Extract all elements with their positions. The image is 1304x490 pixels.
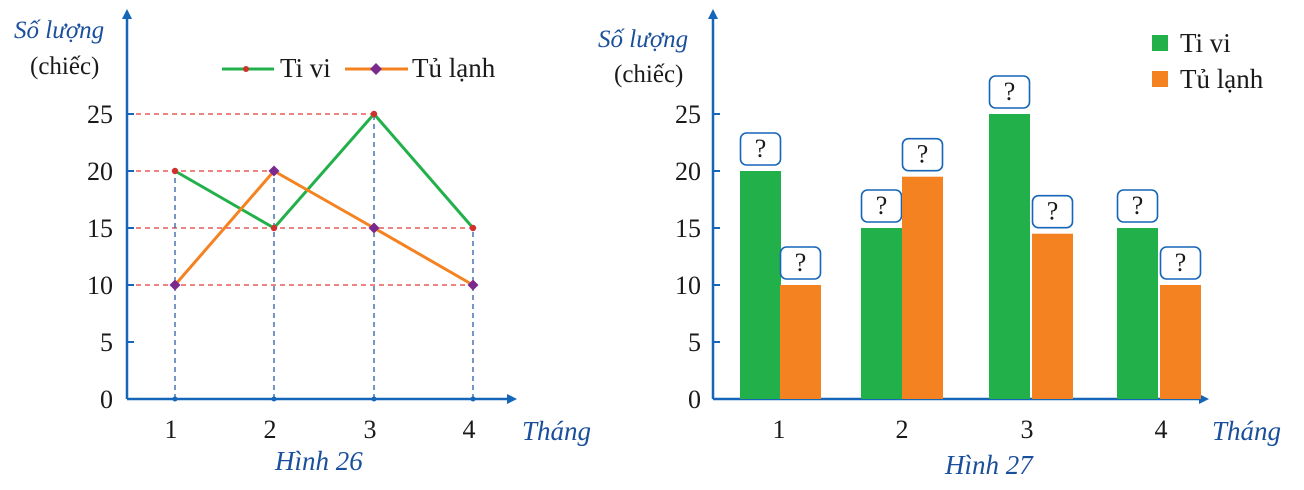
bar-label: ? [1175, 248, 1187, 277]
legend-label-tulanh: Tủ lạnh [1180, 64, 1264, 94]
x-tick-label: 2 [264, 415, 277, 444]
point-tivi [469, 224, 477, 232]
bar-label-box [739, 132, 782, 166]
line-chart-x-ticks: 1 2 3 4 [165, 396, 476, 444]
bar-chart: 0 5 10 15 20 25 1 2 3 4 ???????? Số lượng (chiếc… [598, 9, 1281, 480]
bar-tivi [861, 228, 902, 399]
x-tick-dot [271, 396, 277, 402]
bar-chart-legend: Ti vi Tủ lạnh [1152, 28, 1264, 94]
line-chart: 0 5 10 15 20 25 1 2 3 4 Số lượng (chiếc) Tháng H… [14, 9, 591, 476]
bar-label: ? [795, 248, 807, 277]
y-tick-label: 0 [688, 385, 701, 414]
y-tick-label: 20 [675, 157, 701, 186]
bar-chart-ylabel-unit: (chiếc) [614, 61, 683, 88]
bar-label-box [1159, 246, 1202, 280]
bar-label: ? [1047, 197, 1059, 226]
y-tick-label: 0 [100, 385, 113, 414]
bar-tulanh [1160, 285, 1201, 399]
bar-tulanh [780, 285, 821, 399]
y-tick-label: 10 [87, 271, 113, 300]
bar-label: ? [1004, 77, 1016, 106]
bar-chart-x-ticks: 1 2 3 4 [773, 415, 1168, 444]
bar-label-box [1031, 194, 1074, 229]
y-tick-label: 25 [675, 100, 701, 129]
legend-label-tulanh: Tủ lạnh [412, 53, 496, 83]
legend-marker-tulanh [370, 63, 382, 75]
series-line-tivi [174, 112, 475, 230]
x-tick-dot [172, 396, 178, 402]
x-tick-label: 3 [1021, 415, 1034, 444]
bar-label: ? [1132, 191, 1144, 220]
bar-chart-ylabel: Số lượng [598, 26, 688, 53]
bar-tivi [989, 114, 1030, 399]
bar-chart-xlabel: Tháng [1212, 416, 1281, 446]
line-chart-legend: Ti vi Tủ lạnh [222, 53, 496, 83]
y-tick-label: 20 [87, 157, 113, 186]
y-tick-label: 15 [675, 214, 701, 243]
bar-label-box [901, 137, 944, 172]
x-tick-label: 1 [165, 415, 178, 444]
bar-tulanh [902, 176, 943, 399]
y-tick-label: 25 [87, 100, 113, 129]
bar-chart-caption: Hình 27 [944, 450, 1034, 480]
x-tick-dot [470, 396, 476, 402]
point-tivi [171, 167, 179, 175]
x-tick-label: 1 [773, 415, 786, 444]
x-tick-label: 4 [463, 415, 476, 444]
bar-label: ? [917, 140, 929, 169]
bar-chart-bars: ???????? [739, 75, 1202, 399]
legend-label-tivi: Ti vi [280, 53, 331, 83]
bar-label-box [988, 75, 1031, 109]
y-tick-label: 10 [675, 271, 701, 300]
line-chart-guides [127, 113, 474, 399]
point-tulanh [368, 222, 380, 234]
bar-label: ? [876, 191, 888, 220]
legend-swatch-tulanh [1152, 71, 1168, 87]
bar-tivi [740, 171, 781, 399]
bar-label: ? [755, 134, 767, 163]
y-tick-label: 15 [87, 214, 113, 243]
legend-swatch-tivi [1152, 35, 1168, 51]
line-chart-ylabel-unit: (chiếc) [30, 53, 99, 80]
bar-tulanh [1032, 233, 1073, 399]
line-chart-xlabel: Tháng [522, 416, 591, 446]
y-tick-label: 5 [688, 328, 701, 357]
line-chart-axes [122, 9, 517, 404]
line-chart-ylabel: Số lượng [14, 17, 104, 44]
point-tulanh [268, 165, 280, 177]
y-tick-label: 5 [100, 328, 113, 357]
bar-label-box [779, 246, 822, 280]
legend-label-tivi: Ti vi [1180, 28, 1231, 58]
x-tick-label: 4 [1155, 415, 1168, 444]
line-chart-caption: Hình 26 [274, 446, 363, 476]
point-tivi [370, 110, 378, 118]
x-tick-label: 3 [364, 415, 377, 444]
x-tick-label: 2 [896, 415, 909, 444]
point-tulanh [169, 279, 181, 291]
bar-label-box [1116, 189, 1159, 223]
point-tulanh [467, 279, 479, 291]
bar-chart-y-ticks: 0 5 10 15 20 25 [675, 100, 720, 414]
point-tivi [270, 224, 278, 232]
legend-marker-tivi [243, 66, 249, 72]
line-chart-y-ticks: 0 5 10 15 20 25 [87, 100, 134, 414]
series-line-tulanh [173, 169, 474, 287]
bar-label-box [860, 189, 903, 223]
bar-tivi [1117, 228, 1158, 399]
x-tick-dot [371, 396, 377, 402]
line-chart-series [169, 110, 479, 291]
